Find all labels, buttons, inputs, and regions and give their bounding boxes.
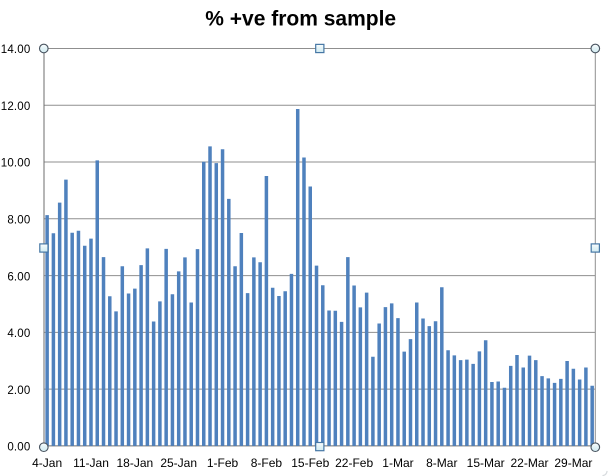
svg-text:14.00: 14.00 bbox=[1, 44, 31, 56]
svg-text:22-Mar: 22-Mar bbox=[511, 456, 549, 470]
svg-text:11-Jan: 11-Jan bbox=[73, 456, 109, 470]
svg-text:15-Mar: 15-Mar bbox=[467, 456, 505, 470]
svg-text:2.00: 2.00 bbox=[7, 385, 30, 397]
svg-text:22-Feb: 22-Feb bbox=[335, 456, 373, 470]
svg-text:4-Jan: 4-Jan bbox=[32, 456, 62, 470]
svg-text:25-Jan: 25-Jan bbox=[160, 456, 197, 470]
svg-text:8.00: 8.00 bbox=[7, 215, 30, 227]
svg-text:8-Mar: 8-Mar bbox=[426, 456, 457, 470]
svg-text:10.00: 10.00 bbox=[1, 158, 31, 170]
svg-text:4.00: 4.00 bbox=[7, 328, 30, 340]
svg-text:29-Mar: 29-Mar bbox=[554, 456, 592, 470]
svg-text:12.00: 12.00 bbox=[1, 101, 31, 113]
svg-text:% +ve from sample: % +ve from sample bbox=[205, 8, 396, 31]
svg-text:15-Feb: 15-Feb bbox=[291, 456, 329, 470]
svg-text:1-Feb: 1-Feb bbox=[207, 456, 239, 470]
svg-text:0.00: 0.00 bbox=[7, 442, 30, 454]
svg-text:6.00: 6.00 bbox=[7, 271, 30, 283]
svg-text:1-Mar: 1-Mar bbox=[382, 456, 413, 470]
svg-text:8-Feb: 8-Feb bbox=[251, 456, 283, 470]
svg-text:18-Jan: 18-Jan bbox=[116, 456, 153, 470]
